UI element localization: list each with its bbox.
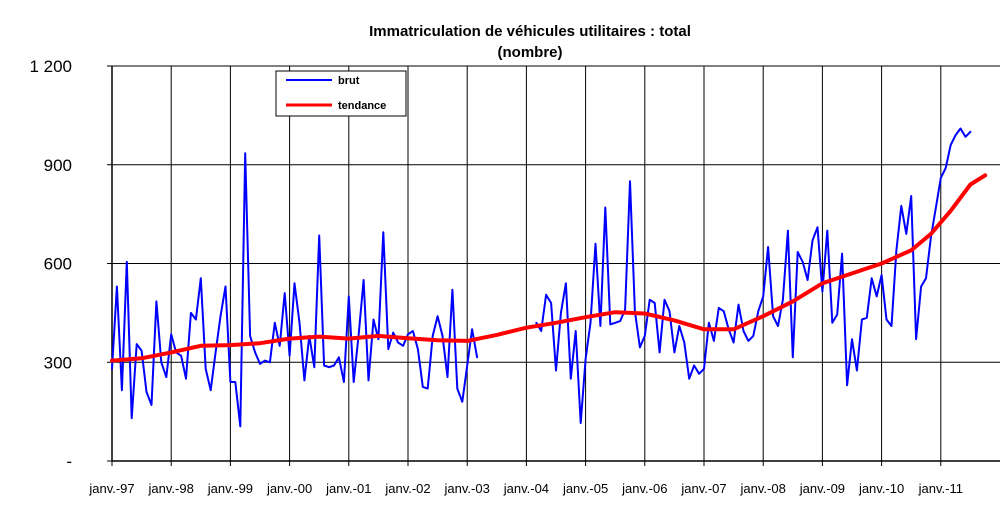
x-tick-label: janv.-98 [148,481,194,496]
y-tick-label: - [66,452,72,471]
y-tick-label: 300 [44,353,72,372]
x-tick-label: janv.-03 [444,481,490,496]
series-line-brut [535,127,972,425]
x-tick-label: janv.-99 [207,481,253,496]
series-line-brut [111,152,479,428]
x-tick-label: janv.-10 [858,481,904,496]
chart-title: Immatriculation de véhicules utilitaires… [369,23,691,40]
x-tick-label: janv.-05 [562,481,608,496]
axes: - 300 600 900 1 200 janv.-97 janv.-98 janv.-99 j… [29,57,1000,496]
grid [112,65,1000,461]
legend-box [275,70,407,117]
legend-label-brut: brut [338,75,360,87]
series [110,127,988,428]
y-tick-label: 600 [44,255,72,274]
x-tick-label: janv.-09 [799,481,845,496]
legend-label-tendance: tendance [338,100,386,112]
x-tick-label: janv.-97 [88,481,134,496]
x-tick-label: janv.-11 [918,481,963,496]
x-tick-label: janv.-02 [384,481,430,496]
x-tick-label: janv.-07 [680,481,726,496]
y-tick-label: 1 200 [29,57,72,76]
y-tick-label: 900 [44,156,72,175]
x-tick-label: janv.-04 [503,481,549,496]
x-tick-label: janv.-01 [325,481,371,496]
legend: brut tendance [275,70,407,117]
x-tick-label: janv.-06 [621,481,667,496]
x-tick-label: janv.-08 [740,481,786,496]
chart-subtitle: (nombre) [498,44,563,61]
x-tick-label: janv.-00 [266,481,312,496]
series-line-tendance [110,173,988,363]
